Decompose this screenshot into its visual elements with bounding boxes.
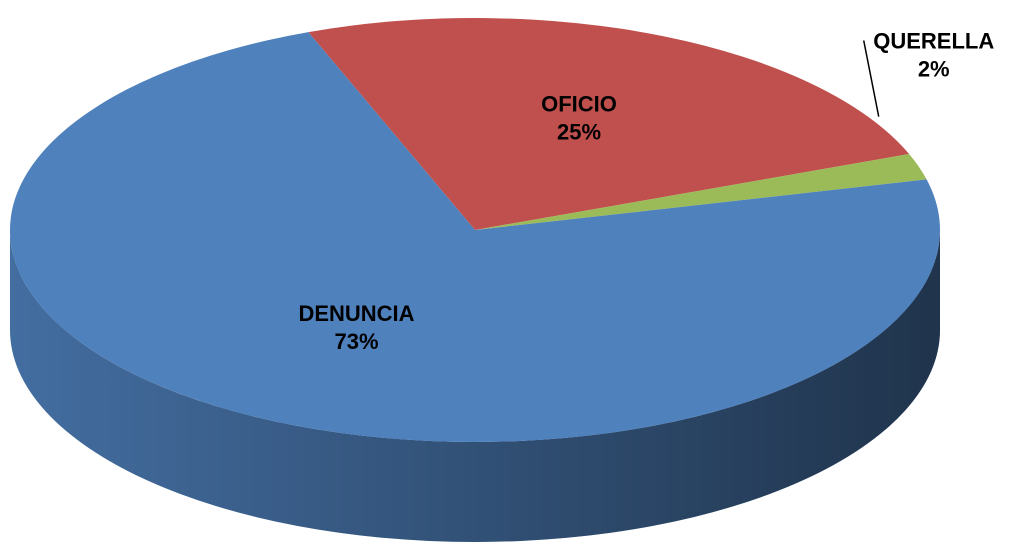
category-label: QUERELLA bbox=[873, 28, 994, 53]
leader-line bbox=[862, 40, 880, 117]
value-label: 73% bbox=[334, 329, 378, 354]
slice-side-shade bbox=[10, 230, 940, 542]
category-label: DENUNCIA bbox=[298, 301, 414, 326]
value-label: 25% bbox=[557, 119, 601, 144]
slice bbox=[475, 154, 927, 230]
slice bbox=[308, 18, 910, 231]
slice bbox=[10, 32, 941, 443]
category-label: OFICIO bbox=[541, 91, 617, 116]
value-label: 2% bbox=[918, 56, 950, 81]
